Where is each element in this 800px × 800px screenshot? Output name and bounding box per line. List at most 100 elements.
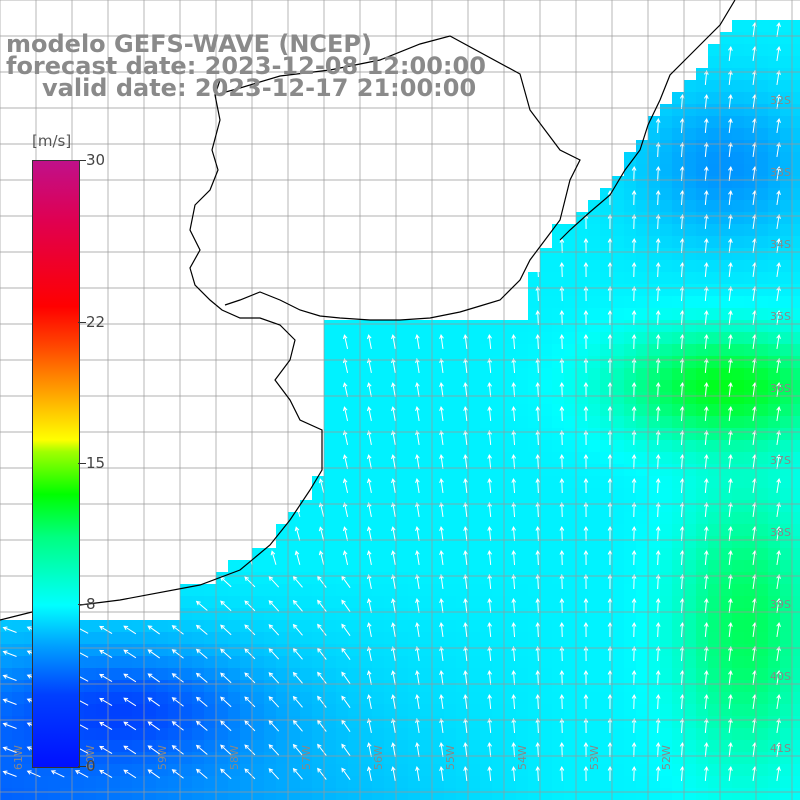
wind-arrow <box>342 382 349 397</box>
wind-speed-cell <box>564 380 576 392</box>
wind-speed-cell <box>552 344 564 356</box>
wind-speed-cell <box>324 392 336 404</box>
wind-speed-cell <box>468 428 480 440</box>
wind-speed-cell <box>780 788 792 800</box>
wind-speed-cell <box>624 668 636 680</box>
wind-arrow <box>728 334 733 350</box>
wind-speed-cell <box>780 32 792 44</box>
wind-speed-cell <box>312 728 324 740</box>
wind-speed-cell <box>792 392 800 404</box>
colorbar-unit: [m/s] <box>32 132 72 150</box>
wind-arrow <box>703 477 709 494</box>
wind-arrow <box>679 405 685 422</box>
wind-arrow <box>171 769 184 779</box>
wind-speed-cell <box>0 776 12 788</box>
wind-arrow <box>776 310 781 325</box>
wind-speed-cell <box>768 200 780 212</box>
wind-speed-cell <box>684 608 696 620</box>
wind-speed-cell <box>792 548 800 560</box>
wind-speed-cell <box>432 440 444 452</box>
wind-speed-cell <box>660 260 672 272</box>
wind-arrow <box>366 526 372 541</box>
wind-arrow <box>776 598 781 613</box>
wind-speed-cell <box>732 128 744 140</box>
wind-speed-cell <box>612 332 624 344</box>
wind-speed-cell <box>780 284 792 296</box>
wind-speed-cell <box>780 404 792 416</box>
wind-speed-cell <box>768 128 780 140</box>
wind-speed-cell <box>588 584 600 596</box>
wind-speed-cell <box>708 284 720 296</box>
wind-speed-cell <box>708 176 720 188</box>
wind-speed-cell <box>96 632 108 644</box>
wind-speed-cell <box>600 728 612 740</box>
wind-arrow <box>195 720 208 731</box>
wind-speed-cell <box>96 752 108 764</box>
wind-speed-cell <box>696 248 708 260</box>
wind-speed-cell <box>732 92 744 104</box>
wind-arrow <box>511 333 517 350</box>
wind-speed-cell <box>588 200 600 212</box>
wind-speed-cell <box>348 728 360 740</box>
wind-speed-cell <box>372 680 384 692</box>
wind-speed-cell <box>336 404 348 416</box>
wind-arrow <box>292 743 303 756</box>
wind-speed-cell <box>552 680 564 692</box>
wind-speed-cell <box>588 572 600 584</box>
wind-speed-cell <box>396 356 408 368</box>
wind-arrow <box>535 501 541 518</box>
wind-arrow <box>487 693 492 710</box>
wind-speed-cell <box>528 740 540 752</box>
wind-speed-cell <box>120 728 132 740</box>
wind-arrow <box>487 333 492 350</box>
wind-speed-cell <box>132 704 144 716</box>
wind-speed-cell <box>708 224 720 236</box>
longitude-label: 59W <box>156 745 169 770</box>
wind-speed-cell <box>756 548 768 560</box>
wind-speed-cell <box>516 344 528 356</box>
wind-arrow <box>728 526 733 542</box>
wind-arrow <box>703 237 709 254</box>
wind-speed-cell <box>204 740 216 752</box>
wind-speed-cell <box>504 632 516 644</box>
wind-speed-cell <box>768 596 780 608</box>
wind-speed-cell <box>288 524 300 536</box>
wind-speed-cell <box>156 728 168 740</box>
wind-speed-cell <box>780 596 792 608</box>
wind-speed-cell <box>540 416 552 428</box>
wind-speed-cell <box>600 272 612 284</box>
wind-speed-cell <box>228 776 240 788</box>
wind-speed-cell <box>768 716 780 728</box>
wind-speed-cell <box>720 560 732 572</box>
wind-arrow <box>391 550 396 565</box>
wind-speed-cell <box>612 296 624 308</box>
wind-speed-cell <box>780 200 792 212</box>
wind-arrow <box>318 382 325 397</box>
wind-speed-cell <box>648 200 660 212</box>
wind-speed-cell <box>780 560 792 572</box>
wind-speed-cell <box>552 512 564 524</box>
wind-speed-cell <box>456 728 468 740</box>
wind-speed-cell <box>264 776 276 788</box>
wind-speed-cell <box>708 704 720 716</box>
wind-speed-cell <box>612 320 624 332</box>
wind-speed-cell <box>672 512 684 524</box>
wind-speed-cell <box>528 524 540 536</box>
wind-arrow <box>2 770 17 777</box>
wind-speed-cell <box>252 644 264 656</box>
wind-speed-cell <box>660 776 672 788</box>
wind-speed-cell <box>636 200 648 212</box>
wind-arrow <box>631 741 637 758</box>
wind-speed-cell <box>204 644 216 656</box>
wind-speed-cell <box>756 620 768 632</box>
latitude-label: 35S <box>770 310 791 323</box>
wind-arrow <box>559 669 565 686</box>
wind-arrow <box>2 626 17 633</box>
wind-speed-cell <box>336 428 348 440</box>
wind-speed-cell <box>468 536 480 548</box>
wind-speed-cell <box>12 776 24 788</box>
wind-speed-cell <box>684 476 696 488</box>
wind-speed-cell <box>660 320 672 332</box>
wind-speed-cell <box>60 776 72 788</box>
wind-speed-cell <box>612 488 624 500</box>
